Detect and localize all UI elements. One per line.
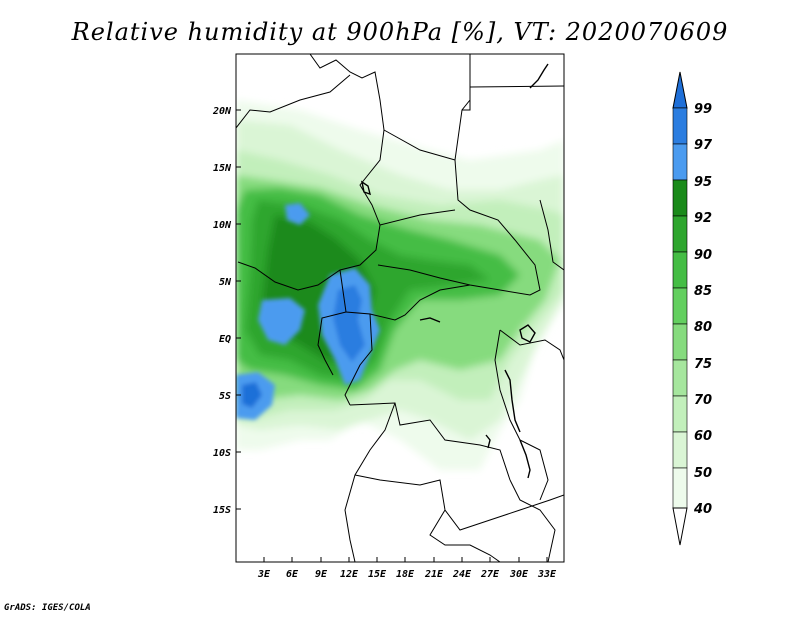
lat-tick-label: 15N — [213, 163, 232, 174]
lon-tick-label: 9E — [315, 569, 328, 580]
colorbar-segment-92 — [672, 179, 688, 217]
colorbar-label: 80 — [694, 320, 712, 335]
colorbar-label: 40 — [693, 502, 712, 517]
colorbar-bottom-triangle — [672, 507, 688, 546]
lat-tick-label: 15S — [213, 505, 231, 516]
lon-tick-label: 24E — [452, 569, 472, 580]
lakes — [360, 63, 549, 479]
colorbar-label: 50 — [694, 466, 712, 481]
lat-tick-label: 20N — [212, 106, 232, 117]
colorbar-label: 60 — [694, 429, 712, 444]
map-frame — [235, 53, 565, 563]
colorbar-segment-70 — [672, 359, 688, 397]
lat-axis: 20N 15N 10N 5N EQ 5S 10S 15S — [212, 106, 241, 516]
lon-tick-label: 15E — [368, 569, 387, 580]
humidity-band-95-b — [258, 298, 305, 345]
colorbar-segment-97 — [672, 107, 688, 145]
colorbar-label: 85 — [694, 284, 712, 299]
colorbar-label: 99 — [694, 102, 712, 117]
lat-tick-label: EQ — [219, 334, 231, 345]
colorbar-label: 90 — [694, 248, 712, 263]
lat-tick-label: 5S — [219, 391, 231, 402]
colorbar-segment-80 — [672, 287, 688, 325]
colorbar-segment-75 — [672, 323, 688, 361]
humidity-band-95-d — [285, 203, 310, 225]
humidity-band-99 — [242, 382, 262, 408]
colorbar-label: 95 — [694, 175, 712, 190]
colorbar-segment-40 — [672, 467, 688, 509]
lon-tick-label: 33E — [537, 569, 557, 580]
colorbar: 99 97 95 92 90 85 80 75 70 60 50 40 — [672, 71, 713, 546]
colorbar-label: 70 — [694, 393, 712, 408]
colorbar-segment-60 — [672, 395, 688, 433]
lon-tick-label: 18E — [396, 569, 415, 580]
colorbar-segment-50 — [672, 431, 688, 469]
humidity-field — [236, 54, 564, 562]
country-boundaries — [236, 54, 564, 562]
colorbar-label: 97 — [694, 138, 713, 153]
colorbar-segment-90 — [672, 215, 688, 253]
footer-credit: GrADS: IGES/COLA — [4, 603, 91, 613]
lon-tick-label: 3E — [257, 569, 271, 580]
colorbar-label: 75 — [694, 357, 712, 372]
lon-tick-label: 12E — [340, 569, 359, 580]
lat-tick-label: 10S — [213, 448, 231, 459]
colorbar-label: 92 — [694, 211, 712, 226]
colorbar-segment-95 — [672, 143, 688, 181]
lon-tick-label: 21E — [424, 569, 444, 580]
colorbar-top-triangle — [672, 71, 688, 109]
lat-tick-label: 5N — [219, 277, 232, 288]
lon-tick-label: 6E — [286, 569, 299, 580]
lon-axis: 3E 6E 9E 12E 15E 18E 21E 24E 27E 30E 33E — [257, 557, 557, 580]
colorbar-segment-85 — [672, 251, 688, 289]
lat-tick-label: 10N — [213, 220, 232, 231]
chart-title: Relative humidity at 900hPa [%], VT: 202… — [71, 18, 729, 46]
lon-tick-label: 30E — [509, 569, 529, 580]
lon-tick-label: 27E — [480, 569, 500, 580]
humidity-band-97 — [333, 285, 365, 362]
